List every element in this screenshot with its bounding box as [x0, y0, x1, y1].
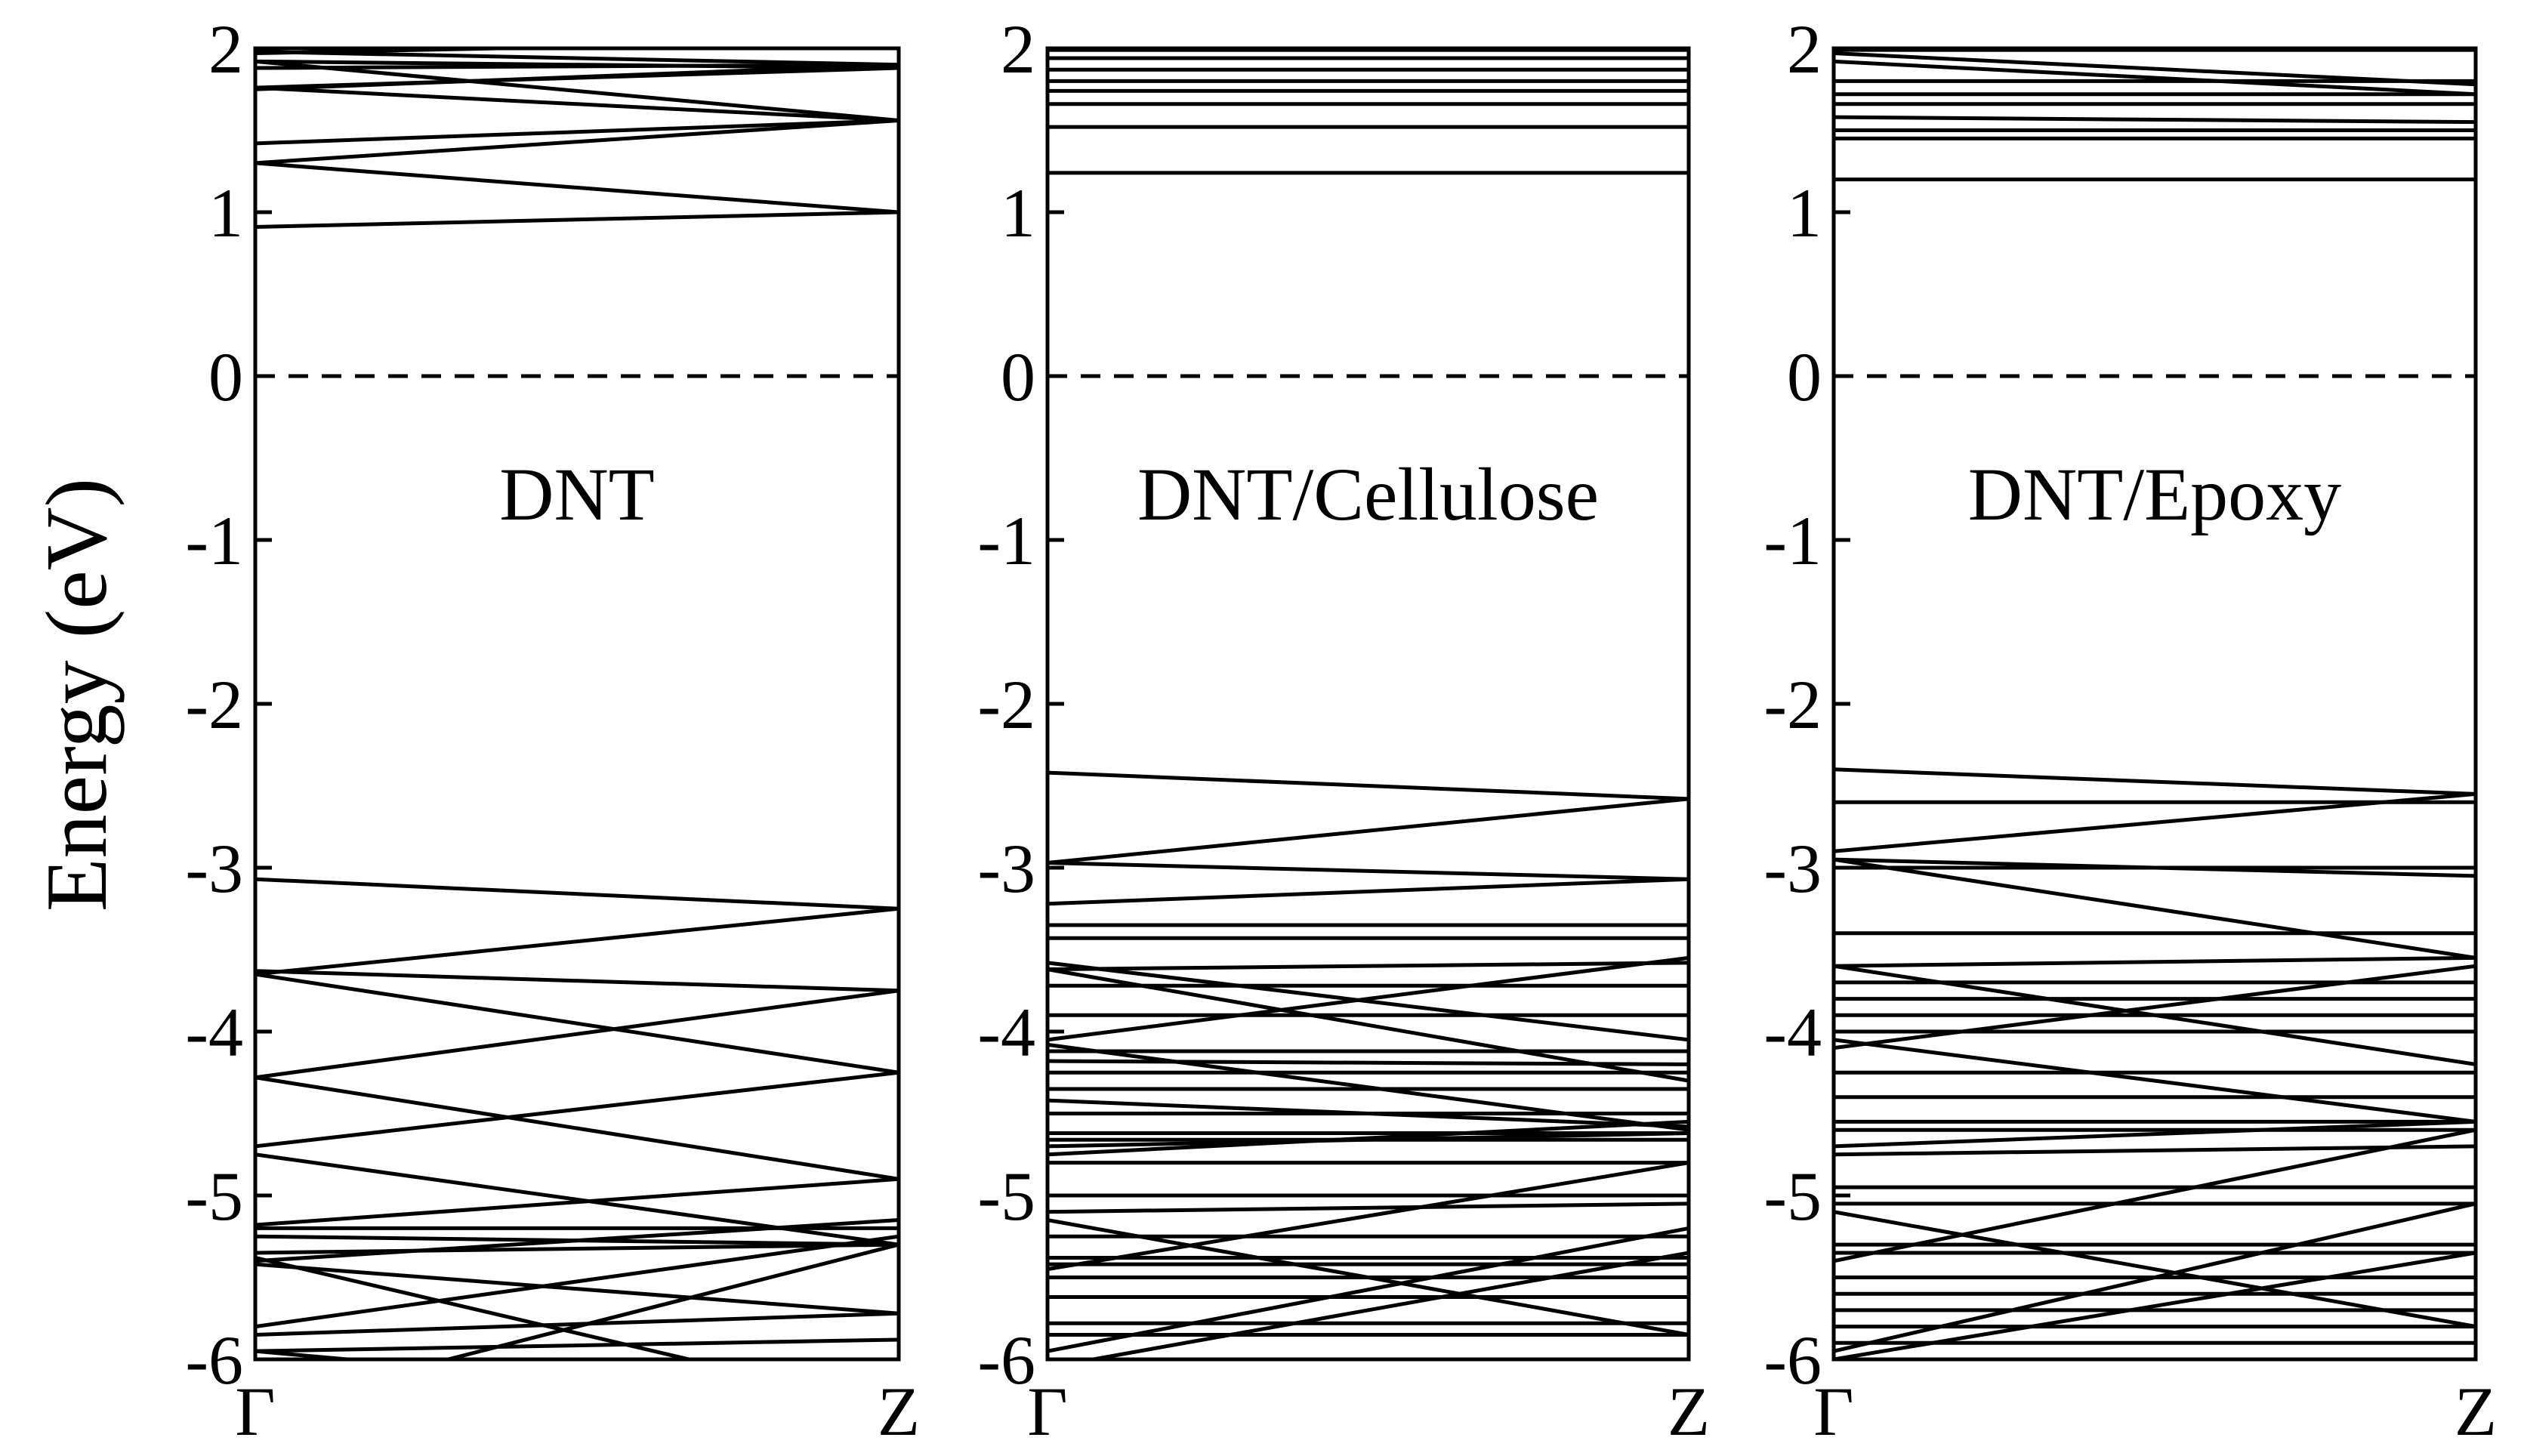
band-line	[255, 877, 899, 911]
band-line	[1048, 860, 1689, 881]
band-line	[1048, 961, 1689, 1042]
panel-title: DNT/Epoxy	[1968, 452, 2341, 536]
y-tick-label: 0	[208, 338, 243, 415]
band-line	[255, 59, 899, 122]
bands-group	[255, 48, 899, 1359]
band-line	[1834, 1202, 2476, 1353]
band-line	[1834, 1127, 2476, 1263]
y-tick-label: -4	[185, 994, 243, 1071]
band-line	[255, 1075, 899, 1181]
band-line	[1834, 1144, 2476, 1157]
band-line	[1834, 857, 2476, 960]
band-line	[1048, 1202, 1689, 1214]
band-line	[255, 49, 899, 67]
y-tick-label: -3	[977, 830, 1035, 907]
band-line	[1834, 1251, 2476, 1359]
band-line	[1834, 964, 2476, 1050]
band-line	[255, 63, 899, 91]
band-line	[255, 85, 899, 122]
x-tick-label-z: Z	[1668, 1373, 1710, 1450]
panel-1: 2 1 0 -1 -2 -3 -4 -5 -6Γ Z DNT	[185, 11, 920, 1450]
y-tick-label: 2	[208, 11, 243, 88]
band-line	[1048, 797, 1689, 865]
band-line	[255, 161, 899, 214]
band-line	[255, 63, 899, 70]
band-line	[255, 1242, 899, 1255]
band-line	[1048, 770, 1689, 801]
y-tick-label: -6	[977, 1322, 1035, 1399]
band-line	[1048, 955, 1689, 1042]
y-tick-label: -6	[1763, 1322, 1822, 1399]
y-tick-label: 1	[1787, 174, 1822, 251]
y-tick-label: 1	[1001, 174, 1035, 251]
band-line	[255, 118, 899, 165]
band-line	[1834, 59, 2476, 97]
band-line	[1048, 961, 1689, 972]
band-line	[1834, 767, 2476, 796]
band-line	[1834, 791, 2476, 853]
y-tick-label: 0	[1787, 338, 1822, 415]
y-tick-label: -5	[977, 1158, 1035, 1235]
band-line	[255, 48, 590, 56]
y-tick-label: -4	[1763, 994, 1822, 1071]
band-line	[255, 1218, 899, 1263]
band-line	[1082, 1251, 1689, 1359]
y-tick-label: -1	[185, 502, 243, 579]
y-tick-label: -3	[1763, 830, 1822, 907]
band-line	[255, 989, 899, 1080]
y-tick-label: -1	[1763, 502, 1822, 579]
y-tick-label: 2	[1787, 11, 1822, 88]
panel-2: 2 1 0 -1 -2 -3 -4 -5 -6Γ Z DNT/Cellulose	[977, 11, 1710, 1450]
x-tick-label-gamma: Γ	[1027, 1373, 1067, 1450]
x-tick-label-z: Z	[2455, 1373, 2497, 1450]
y-tick-label: -5	[185, 1158, 243, 1235]
band-line	[1048, 1226, 1689, 1353]
y-tick-label: -6	[185, 1322, 243, 1399]
band-line	[1048, 1119, 1689, 1157]
band-line	[1834, 1038, 2476, 1124]
band-line	[255, 1337, 899, 1353]
band-line	[255, 1262, 899, 1316]
band-line	[1048, 877, 1689, 906]
band-line	[255, 972, 899, 1075]
band-line	[1834, 115, 2476, 125]
band-line	[255, 210, 899, 230]
band-line	[255, 1177, 899, 1227]
x-tick-label-gamma: Γ	[235, 1373, 275, 1450]
band-line	[255, 906, 899, 976]
band-line	[1834, 1119, 2476, 1149]
x-tick-label-z: Z	[878, 1373, 920, 1450]
band-line	[1834, 1210, 2476, 1329]
y-axis-label: Energy (eV)	[29, 478, 125, 912]
bands-group	[1834, 48, 2476, 1359]
band-line	[255, 1311, 899, 1337]
band-line	[1834, 51, 2476, 87]
band-line	[255, 969, 899, 993]
y-tick-label: -1	[977, 502, 1035, 579]
y-tick-label: 1	[208, 174, 243, 251]
band-line	[255, 118, 899, 146]
y-tick-label: -2	[185, 666, 243, 743]
panel-title: DNT	[499, 452, 655, 536]
y-tick-label: -2	[1763, 666, 1822, 743]
y-tick-label: -3	[185, 830, 243, 907]
band-line	[255, 1234, 899, 1329]
y-tick-label: -5	[1763, 1158, 1822, 1235]
panel-3: 2 1 0 -1 -2 -3 -4 -5 -6Γ Z DNT/Epoxy	[1763, 11, 2497, 1450]
band-line	[1834, 955, 2476, 968]
band-line	[1048, 1059, 1689, 1066]
band-line	[1048, 1161, 1689, 1272]
y-tick-label: -2	[977, 666, 1035, 743]
y-tick-label: 2	[1001, 11, 1035, 88]
panel-title: DNT/Cellulose	[1137, 452, 1599, 536]
y-tick-label: 0	[1001, 338, 1035, 415]
band-line	[255, 1070, 899, 1149]
y-tick-label: -4	[977, 994, 1035, 1071]
x-tick-label-gamma: Γ	[1813, 1373, 1853, 1450]
band-line	[255, 1256, 698, 1359]
band-line	[440, 1242, 899, 1359]
